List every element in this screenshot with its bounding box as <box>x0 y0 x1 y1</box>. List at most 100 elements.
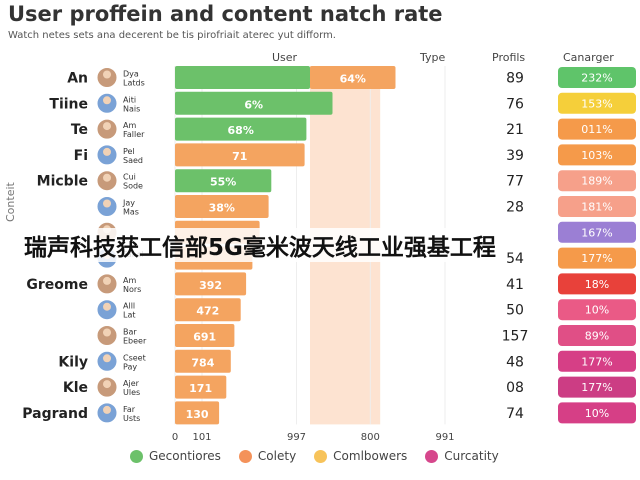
legend-swatch <box>314 449 328 463</box>
user-name: Cui <box>123 173 136 182</box>
profile-value: 48 <box>506 354 524 370</box>
user-name: Mas <box>123 208 139 217</box>
user-name: Lat <box>123 311 136 320</box>
user-name: Pay <box>123 362 137 371</box>
user-name: Jay <box>122 199 135 208</box>
profile-value: 41 <box>506 277 524 293</box>
category-pill <box>558 144 636 166</box>
profile-value: 08 <box>506 380 524 396</box>
category-label: An <box>67 71 88 87</box>
x-tick-label: 991 <box>435 432 454 443</box>
x-tick-label: 800 <box>361 432 380 443</box>
legend-item: Curcatity <box>425 449 499 463</box>
bar-value-label: 130 <box>186 408 209 421</box>
profile-value: 74 <box>506 406 524 422</box>
user-name: Saed <box>123 156 143 165</box>
category-pill <box>558 247 636 269</box>
bar <box>175 349 231 373</box>
user-name: Cseet <box>123 353 146 362</box>
profile-value: 21 <box>506 122 524 138</box>
bar <box>175 143 305 167</box>
legend-item: Gecontiores <box>130 449 221 463</box>
legend-item: Colety <box>238 449 296 463</box>
category-pill-label: 89% <box>585 330 609 343</box>
bar-value-label: 38% <box>209 202 235 215</box>
chart-subtitle: Watch netes sets ana decerent be tis pir… <box>8 30 336 41</box>
user-name: Nais <box>123 104 140 113</box>
avatar-face <box>103 96 111 105</box>
user-name: Am <box>123 276 136 285</box>
category-label: Te <box>71 122 88 138</box>
profile-value: 157 <box>502 329 529 345</box>
bar <box>175 272 247 296</box>
category-pill-label: 10% <box>585 304 609 317</box>
category-pill <box>558 67 636 88</box>
profile-value: 89 <box>506 71 524 87</box>
column-header-profile: Profils <box>492 51 526 64</box>
category-pill-label: 167% <box>581 226 612 239</box>
avatar-face <box>103 328 111 337</box>
category-label: Tiine <box>49 96 88 112</box>
bar <box>175 401 220 425</box>
bar <box>175 195 269 218</box>
bar-value-label: 691 <box>193 331 216 344</box>
bar <box>175 66 310 89</box>
category-pill-label: 103% <box>581 149 612 162</box>
bar <box>175 375 227 399</box>
category-pill-label: 18% <box>585 278 609 291</box>
avatar-face <box>103 173 111 182</box>
bar <box>175 91 333 115</box>
bar-value-label: 68% <box>228 124 254 137</box>
legend-label: Comlbowers <box>333 449 408 463</box>
profile-value: 76 <box>506 96 524 112</box>
column-header-user: User <box>272 51 298 64</box>
avatar-face <box>103 380 111 389</box>
category-pill-label: 153% <box>581 97 612 110</box>
user-name: Ebeer <box>123 337 147 346</box>
category-label: Greome <box>26 277 88 293</box>
y-axis-label: Conteit <box>4 182 17 222</box>
profile-value: 54 <box>506 251 524 267</box>
profile-value: 28 <box>506 200 524 216</box>
category-label: Pagrand <box>22 406 88 422</box>
profile-value: 77 <box>506 174 524 190</box>
bar <box>175 117 307 141</box>
category-pill <box>558 376 636 398</box>
category-pill-label: 177% <box>581 381 612 394</box>
category-label: Kily <box>58 354 88 370</box>
bar-value-label: 6% <box>244 98 263 111</box>
user-name: Far <box>123 405 136 414</box>
legend-item: Comlbowers <box>314 449 407 463</box>
category-pill <box>558 350 636 372</box>
column-header-type: Type <box>420 51 446 64</box>
bar-value-label: 472 <box>196 305 219 318</box>
bar-value-label: 784 <box>191 356 214 369</box>
user-name: Latds <box>123 79 145 88</box>
category-label: Kle <box>63 380 88 396</box>
category-pill <box>558 196 636 217</box>
bar <box>175 169 272 193</box>
user-name: Am <box>123 121 136 130</box>
secondary-bar <box>310 66 396 89</box>
user-name: Dya <box>123 70 139 79</box>
avatar-face <box>103 122 111 131</box>
user-name: Ules <box>123 388 140 397</box>
category-pill <box>558 92 636 114</box>
legend-swatch <box>130 449 143 463</box>
category-pill <box>558 170 636 192</box>
user-name: Pel <box>123 147 135 156</box>
category-pill-label: 181% <box>581 201 612 214</box>
x-tick-label: 0 <box>172 432 178 443</box>
category-pill <box>558 118 636 140</box>
overlay-caption: 瑞声科技获工信部5G毫米波天线工业强基工程 <box>20 228 500 262</box>
category-pill-label: 10% <box>585 407 609 420</box>
avatar-face <box>103 302 111 311</box>
legend-label: Gecontiores <box>149 449 221 463</box>
user-name: Faller <box>123 130 145 139</box>
column-header-category: Canarger <box>563 51 614 64</box>
user-name: Usts <box>123 414 140 423</box>
category-pill-label: 011% <box>581 123 612 136</box>
legend-label: Curcatity <box>444 449 499 463</box>
bar-value-label: 171 <box>189 382 212 395</box>
category-pill <box>558 273 636 295</box>
